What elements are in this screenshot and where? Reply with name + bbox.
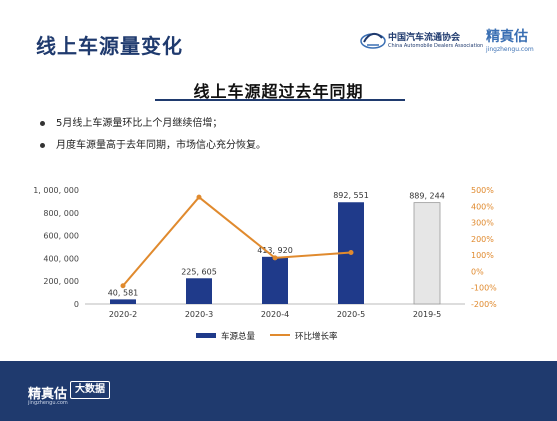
footer-bar: 精真估 大数据 jingzhengu.com	[0, 361, 557, 421]
y-left-tick-label: 400, 000	[43, 254, 79, 263]
growth-rate-line	[122, 195, 352, 287]
bullet-dot-icon	[40, 121, 45, 126]
legend-swatch-bar	[196, 333, 216, 338]
legend-label-line: 环比增长率	[295, 331, 338, 342]
y-right-tick-label: -100%	[471, 284, 497, 293]
y-right-tick-label: 200%	[471, 235, 494, 244]
footer-brand-url: jingzhengu.com	[28, 400, 68, 406]
x-tick-label: 2020-3	[185, 310, 213, 319]
bullet-item: 5月线上车源量环比上个月继续倍增；	[40, 116, 266, 138]
footer-badge: 大数据	[70, 381, 110, 399]
bar	[110, 299, 136, 304]
bar	[186, 278, 212, 304]
legend-label-bar: 车源总量	[221, 331, 256, 342]
y-left-tick-label: 0	[74, 300, 79, 309]
bar-value-label: 889, 244	[409, 192, 445, 201]
brand-url: jingzhengu.com	[486, 46, 534, 53]
bar-value-label: 413, 920	[257, 246, 293, 255]
growth-rate-point	[348, 250, 354, 256]
footer-brand-name: 精真估	[28, 387, 68, 402]
y-right-tick-label: 0%	[471, 267, 484, 276]
y-right-tick-label: 100%	[471, 251, 494, 260]
association-name-en: China Automobile Dealers Association	[388, 43, 484, 49]
y-left-tick-label: 1, 000, 000	[33, 186, 79, 195]
page-title: 线上车源量变化	[36, 34, 183, 58]
y-right-tick-label: 500%	[471, 186, 494, 195]
bar	[262, 256, 288, 304]
slide-subtitle: 线上车源超过去年同期	[193, 82, 364, 101]
x-tick-label: 2020-4	[261, 310, 289, 319]
association-emblem-icon	[360, 32, 386, 49]
brand-name: 精真估	[486, 29, 528, 45]
growth-rate-point	[272, 255, 278, 261]
bullet-list: 5月线上车源量环比上个月继续倍增； 月度车源量高于去年同期，市场信心充分恢复。	[40, 116, 266, 160]
bar-value-label: 225, 605	[181, 267, 217, 276]
brand-logo: 精真估 jingzhengu.com	[486, 26, 534, 53]
bullet-text: 5月线上车源量环比上个月继续倍增；	[56, 118, 223, 129]
y-right-tick-label: -200%	[471, 300, 497, 309]
y-right-tick-label: 300%	[471, 219, 494, 228]
x-tick-label: 2019-5	[413, 310, 441, 319]
y-left-tick-label: 800, 000	[43, 209, 79, 218]
y-right-tick-label: 400%	[471, 202, 494, 211]
subtitle-underline	[155, 99, 405, 101]
growth-rate-point	[196, 194, 202, 200]
y-left-tick-label: 200, 000	[43, 277, 79, 286]
y-left-tick-label: 600, 000	[43, 232, 79, 241]
bullet-text: 月度车源量高于去年同期，市场信心充分恢复。	[56, 140, 266, 151]
bullet-item: 月度车源量高于去年同期，市场信心充分恢复。	[40, 138, 266, 160]
bullet-dot-icon	[40, 143, 45, 148]
bar-value-label: 892, 551	[333, 191, 369, 200]
volume-chart: 0 200, 000 400, 000 600, 000 800, 000 1, 000,…	[33, 186, 497, 342]
bar	[413, 202, 441, 305]
association-logo: 中国汽车流通协会 China Automobile Dealers Associ…	[360, 26, 483, 54]
association-name: 中国汽车流通协会	[388, 33, 461, 43]
x-tick-label: 2020-5	[337, 310, 365, 319]
bar-value-label: 40, 581	[108, 288, 139, 297]
growth-rate-point	[120, 283, 126, 289]
x-tick-label: 2020-2	[109, 310, 137, 319]
